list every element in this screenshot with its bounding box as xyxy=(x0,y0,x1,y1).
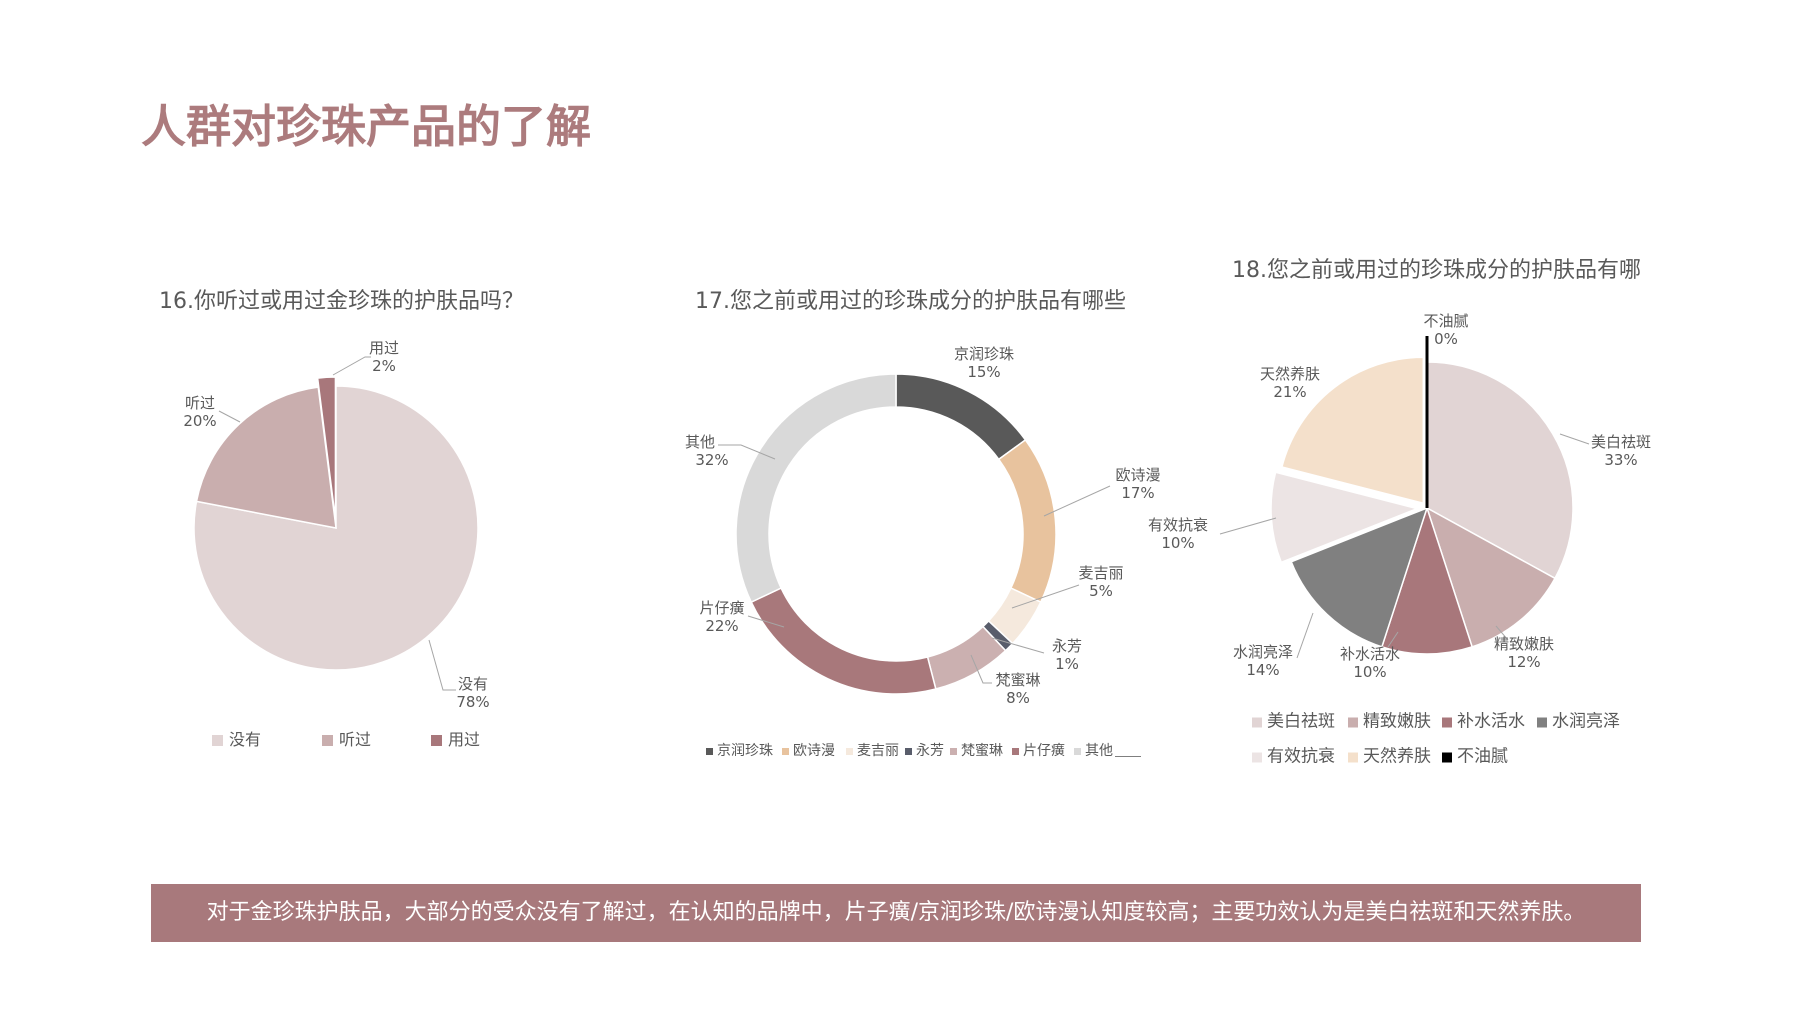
chart-1-label-name-3: 用过 xyxy=(369,339,399,357)
chart-1-label-name-1: 没有 xyxy=(458,675,488,693)
chart-3-slice-1 xyxy=(1426,361,1574,580)
summary-banner: 对于金珍珠护肤品，大部分的受众没有了解过，在认知的品牌中，片子癀/京润珍珠/欧诗… xyxy=(151,884,1641,942)
chart-3-title: 18.您之前或用过的珍珠成分的护肤品有哪 xyxy=(1232,258,1641,283)
chart-3-slice-6 xyxy=(1280,356,1425,505)
chart-3-leader-line-3 xyxy=(1387,631,1399,648)
summary-text: 对于金珍珠护肤品，大部分的受众没有了解过，在认知的品牌中，片子癀/京润珍珠/欧诗… xyxy=(206,900,1586,925)
chart-3-slice-3 xyxy=(1380,505,1474,655)
chart-2-label-value-5: 8% xyxy=(1006,689,1030,707)
chart-3-label-name-3: 补水活水 xyxy=(1340,645,1400,663)
chart-3-label-value-2: 12% xyxy=(1507,653,1540,671)
page-title: 人群对珍珠产品的了解 xyxy=(141,100,592,153)
chart-3: 美白祛斑33%精致嫩肤12%补水活水10%水润亮泽14%有效抗衰10%天然养肤2… xyxy=(1148,312,1651,681)
chart-2-leader-line-4 xyxy=(991,637,1045,654)
chart-2-label-name-5: 梵蜜琳 xyxy=(995,671,1040,689)
chart-2-leader-line-2 xyxy=(1043,485,1111,517)
chart-2-slice-6 xyxy=(750,587,937,695)
chart-2-slice-1 xyxy=(895,373,1027,461)
chart-3-label-name-6: 天然养肤 xyxy=(1260,365,1320,383)
chart-2-label-value-6: 22% xyxy=(705,617,738,635)
chart-2-label-name-6: 片仔癀 xyxy=(699,599,744,617)
chart-3-label-value-3: 10% xyxy=(1353,663,1386,681)
chart-1-slice-2 xyxy=(195,386,337,529)
chart-3-label-name-4: 水润亮泽 xyxy=(1233,643,1293,661)
chart-2-label-name-7: 其他 xyxy=(685,433,715,451)
chart-3-leader-line-2 xyxy=(1495,625,1509,641)
chart-3-slice-2 xyxy=(1425,506,1556,648)
chart-2-title: 17.您之前或用过的珍珠成分的护肤品有哪些 xyxy=(695,289,1126,314)
chart-3-label-name-7: 不油腻 xyxy=(1423,312,1468,330)
chart-1-leader-line-2 xyxy=(218,410,241,423)
chart-2-label-value-2: 17% xyxy=(1121,484,1154,502)
chart-3-label-name-5: 有效抗衰 xyxy=(1148,516,1208,534)
chart-1-leader-line-1 xyxy=(428,639,456,691)
chart-3-label-name-1: 美白祛斑 xyxy=(1591,433,1651,451)
chart-1-label-name-2: 听过 xyxy=(185,394,215,412)
chart-1-slice-3 xyxy=(316,376,337,520)
chart-1-label-value-1: 78% xyxy=(456,693,489,711)
chart-3-slice-4 xyxy=(1290,506,1429,648)
chart-3-leader-line-1 xyxy=(1559,433,1590,445)
chart-2-label-name-2: 欧诗漫 xyxy=(1115,466,1160,484)
chart-1-leader-line-3 xyxy=(332,356,371,376)
chart-2-label-name-3: 麦吉丽 xyxy=(1078,564,1123,582)
chart-3-label-value-5: 10% xyxy=(1161,534,1194,552)
chart-3-label-value-1: 33% xyxy=(1604,451,1637,469)
chart-3-label-value-4: 14% xyxy=(1246,661,1279,679)
chart-2-leader-line-6 xyxy=(747,615,785,628)
chart-1-label-value-3: 2% xyxy=(372,357,396,375)
chart-2-leader-line-5 xyxy=(970,654,992,684)
chart-2-slice-7 xyxy=(735,373,897,604)
chart-2-label-value-3: 5% xyxy=(1089,582,1113,600)
chart-2-leader-line-7 xyxy=(718,444,776,460)
chart-2-label-name-4: 永芳 xyxy=(1052,637,1082,655)
chart-2-leader-line-3 xyxy=(1011,584,1080,609)
chart-3-slice-5 xyxy=(1270,471,1420,564)
chart-2-slice-2 xyxy=(997,438,1057,604)
chart-1-title: 16.你听过或用过金珍珠的护肤品吗？ xyxy=(159,289,524,314)
chart-3-label-name-2: 精致嫩肤 xyxy=(1494,635,1554,653)
chart-2-label-value-7: 32% xyxy=(695,451,728,469)
chart-3-leader-line-4 xyxy=(1296,612,1314,659)
chart-3-label-value-7: 0% xyxy=(1434,330,1458,348)
chart-2-label-name-1: 京润珍珠 xyxy=(954,345,1014,363)
chart-3-leader-line-5 xyxy=(1219,517,1277,535)
chart-2-label-value-1: 15% xyxy=(967,363,1000,381)
chart-2-label-value-4: 1% xyxy=(1055,655,1079,673)
chart-3-label-value-6: 21% xyxy=(1273,383,1306,401)
chart-1-label-value-2: 20% xyxy=(183,412,216,430)
